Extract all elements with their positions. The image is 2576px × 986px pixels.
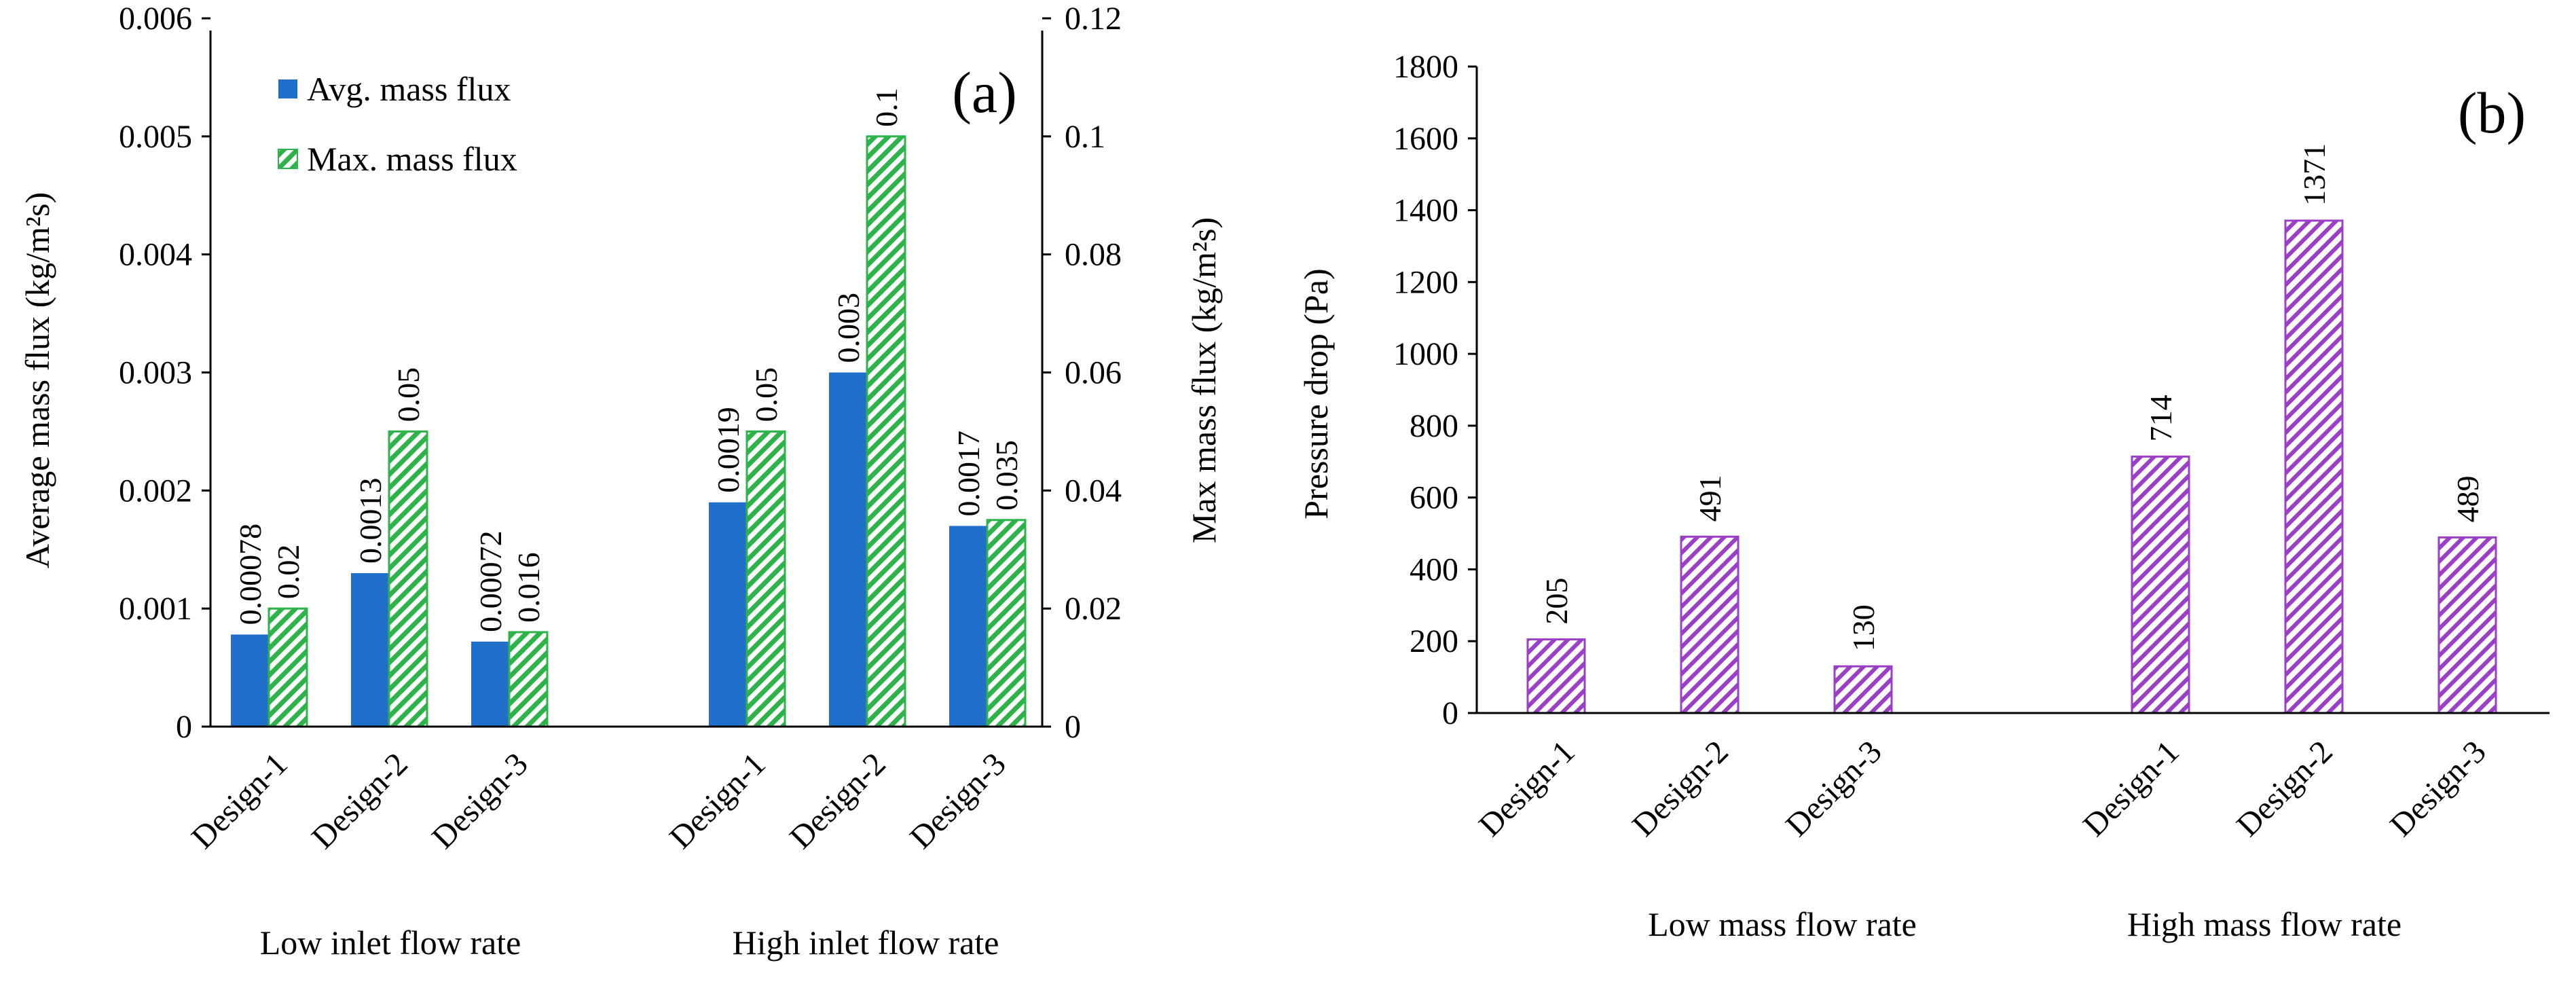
max-mass-flux-label: 0.035 — [989, 440, 1024, 511]
y-tick-label: 1600 — [1393, 121, 1458, 157]
legend-swatch-max — [278, 149, 298, 169]
panel-a-group-label-low: Low inlet flow rate — [260, 924, 521, 962]
panel-a-group-label-high: High inlet flow rate — [733, 924, 999, 962]
y2-tick-label: 0.04 — [1065, 473, 1122, 509]
y-tick-label: 1400 — [1393, 193, 1458, 229]
pressure-drop-bar — [2437, 536, 2497, 714]
y-tick-label: 1200 — [1393, 264, 1458, 300]
legend-label-avg: Avg. mass flux — [307, 70, 511, 108]
category-label: Design-2 — [2230, 733, 2340, 843]
panel-a-right-ticks: 0 0.02 0.04 0.06 0.08 0.1 0.12 — [1042, 1, 1122, 745]
y-tick-label: 0.005 — [119, 119, 192, 155]
pressure-drop-bar — [1526, 638, 1586, 714]
category-label: Design-2 — [1625, 733, 1735, 843]
y2-tick-label: 0.06 — [1065, 355, 1122, 391]
avg-mass-flux-bar — [709, 502, 747, 727]
panel-a-left-ticks: 0 0.001 0.002 0.003 0.004 0.005 0.006 — [119, 1, 210, 745]
pressure-drop-label: 1371 — [2297, 143, 2332, 206]
max-mass-flux-label: 0.05 — [749, 367, 784, 422]
category-label: Design-3 — [425, 746, 535, 856]
y2-tick-label: 0.08 — [1065, 237, 1122, 273]
avg-mass-flux-bar — [949, 526, 987, 727]
panel-a-ylabel-left: Average mass flux (kg/m²s) — [18, 192, 56, 568]
pressure-drop-label: 489 — [2450, 475, 2485, 522]
pressure-drop-bar — [1833, 665, 1893, 714]
category-label: Design-3 — [2383, 733, 2493, 843]
y-tick-label: 0 — [176, 709, 192, 745]
pressure-drop-label: 205 — [1539, 578, 1574, 625]
category-label: Design-1 — [185, 746, 295, 856]
max-mass-flux-label: 0.05 — [391, 367, 426, 422]
avg-mass-flux-label: 0.0017 — [951, 431, 986, 517]
panel-b-frame — [1475, 67, 2550, 714]
y2-tick-label: 0.12 — [1065, 1, 1122, 37]
max-mass-flux-bar — [986, 519, 1027, 728]
y-tick-label: 800 — [1410, 408, 1458, 444]
category-label: Design-1 — [2076, 733, 2186, 843]
y2-tick-label: 0.1 — [1065, 119, 1105, 155]
legend-swatch-avg — [278, 79, 297, 98]
pressure-drop-label: 130 — [1846, 604, 1881, 651]
pressure-drop-label: 491 — [1693, 475, 1727, 522]
y-tick-label: 600 — [1410, 480, 1458, 516]
panel-b-ticks: 0 200 400 600 800 1000 1200 1400 1600 1800 — [1393, 49, 1477, 731]
avg-mass-flux-label: 0.003 — [831, 293, 866, 363]
category-label: Design-1 — [663, 746, 773, 856]
avg-mass-flux-bar — [829, 372, 867, 727]
panel-b-label: (b) — [2458, 80, 2526, 145]
y-tick-label: 0 — [1442, 695, 1458, 731]
legend-label-max: Max. mass flux — [307, 140, 517, 178]
y-tick-label: 0.003 — [119, 355, 192, 391]
panel-a-legend: Avg. mass flux Max. mass flux — [278, 70, 517, 178]
avg-mass-flux-label: 0.0019 — [711, 407, 746, 493]
chart-panel-b: 205 491 130 714 1371 489 0 200 400 600 800 1000 120… — [1297, 49, 2550, 943]
pressure-drop-bar — [1680, 535, 1740, 714]
max-mass-flux-label: 0.016 — [511, 552, 546, 623]
panel-b-ylabel: Pressure drop (Pa) — [1297, 268, 1335, 519]
avg-mass-flux-label: 0.00072 — [473, 530, 508, 632]
y-tick-label: 400 — [1410, 551, 1458, 587]
category-label: Design-1 — [1472, 733, 1582, 843]
max-mass-flux-bar — [268, 607, 308, 728]
panel-b-group-label-low: Low mass flow rate — [1648, 905, 1917, 943]
avg-mass-flux-label: 0.0013 — [353, 478, 388, 564]
max-mass-flux-bar — [508, 631, 549, 728]
y-tick-label: 0.004 — [119, 237, 192, 273]
category-label: Design-2 — [305, 746, 415, 856]
panel-b-bars: 205 491 130 714 1371 489 — [1526, 143, 2497, 714]
avg-mass-flux-bar — [351, 573, 389, 727]
pressure-drop-bar — [2131, 455, 2190, 714]
y-tick-label: 0.002 — [119, 473, 192, 509]
y-tick-label: 1000 — [1393, 336, 1458, 372]
category-label: Design-3 — [1779, 733, 1889, 843]
pressure-drop-bar — [2284, 219, 2344, 714]
max-mass-flux-label: 0.1 — [869, 88, 904, 127]
avg-mass-flux-bar — [231, 634, 269, 727]
panel-b-category-labels: Design-1 Design-2 Design-3 Design-1 Design-2… — [1472, 733, 2493, 843]
category-label: Design-2 — [783, 746, 893, 856]
max-mass-flux-bar — [388, 430, 428, 728]
y-tick-label: 0.006 — [119, 1, 192, 37]
y-tick-label: 1800 — [1393, 49, 1458, 85]
panel-a-ylabel-right: Max mass flux (kg/m²s) — [1185, 217, 1223, 543]
max-mass-flux-bar — [746, 430, 786, 728]
avg-mass-flux-label: 0.00078 — [233, 524, 268, 625]
panel-a-category-labels: Design-1 Design-2 Design-3 Design-1 Design-2… — [185, 746, 1013, 856]
panel-b-group-label-high: High mass flow rate — [2127, 905, 2402, 943]
y2-tick-label: 0 — [1065, 709, 1081, 745]
y-tick-label: 0.001 — [119, 591, 192, 627]
max-mass-flux-label: 0.02 — [271, 545, 306, 600]
pressure-drop-label: 714 — [2143, 395, 2178, 441]
y2-tick-label: 0.02 — [1065, 591, 1122, 627]
avg-mass-flux-bar — [471, 641, 509, 727]
category-label: Design-3 — [903, 746, 1013, 856]
max-mass-flux-bar — [866, 135, 906, 728]
panel-a-frame — [209, 31, 1044, 728]
y-tick-label: 200 — [1410, 623, 1458, 659]
panel-a-label: (a) — [952, 60, 1016, 125]
